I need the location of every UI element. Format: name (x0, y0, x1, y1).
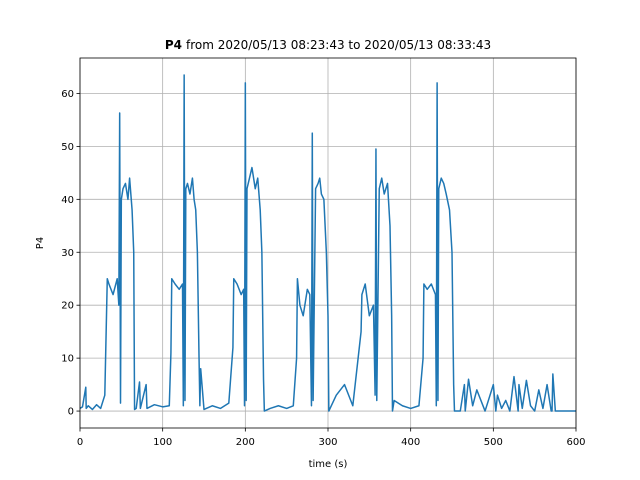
y-tick-label: 20 (61, 301, 74, 312)
x-tick-label: 600 (566, 437, 585, 448)
y-tick-label: 60 (61, 89, 74, 100)
plot-frame (79, 57, 577, 429)
y-tick-label: 30 (61, 248, 74, 259)
x-tick-label: 500 (484, 437, 503, 448)
data-line (79, 74, 576, 412)
x-tick-label: 0 (77, 437, 83, 448)
x-tick-label: 200 (236, 437, 255, 448)
y-tick-label: 10 (61, 354, 74, 365)
x-tick-label: 100 (153, 437, 172, 448)
title-bold: P4 (165, 38, 182, 52)
y-axis-label: P4 (35, 237, 46, 249)
chart-title: P4 from 2020/05/13 08:23:43 to 2020/05/13… (165, 38, 491, 52)
x-tick-label: 400 (401, 437, 420, 448)
x-tick-label: 300 (318, 437, 337, 448)
x-axis-label: time (s) (309, 459, 348, 470)
y-tick-label: 0 (68, 407, 74, 418)
y-tick-label: 50 (61, 142, 74, 153)
title-text: from 2020/05/13 08:23:43 to 2020/05/13 0… (186, 38, 491, 52)
y-tick-label: 40 (61, 195, 74, 206)
